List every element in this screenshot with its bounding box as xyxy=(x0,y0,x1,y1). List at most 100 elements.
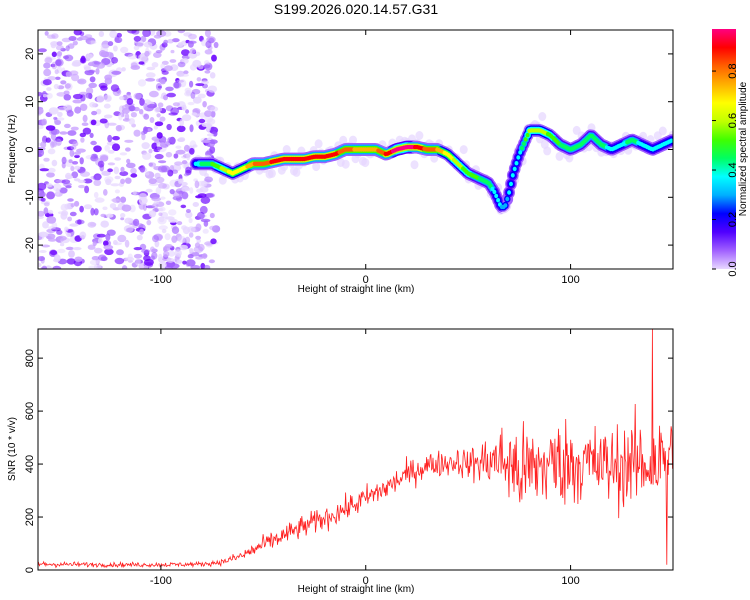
noise-speckle xyxy=(80,137,85,143)
noise-speckle xyxy=(161,70,169,75)
ridge-halo xyxy=(415,131,424,140)
noise-speckle xyxy=(111,57,119,64)
noise-speckle xyxy=(204,176,214,183)
noise-speckle xyxy=(74,200,80,207)
noise-speckle xyxy=(68,36,77,41)
noise-speckle xyxy=(139,228,145,235)
snr-y-tick-label: 200 xyxy=(24,508,36,526)
noise-speckle xyxy=(181,186,191,192)
noise-speckle xyxy=(148,210,157,218)
noise-speckle xyxy=(159,142,166,148)
noise-speckle xyxy=(103,94,112,103)
noise-speckle xyxy=(200,196,211,204)
noise-speckle xyxy=(171,226,180,234)
snr-panel: -100 0 100 0 200 400 600 800 Height of straight… xyxy=(7,328,674,595)
noise-speckle xyxy=(204,49,213,55)
noise-speckle xyxy=(191,112,198,116)
noise-speckle xyxy=(42,79,52,86)
noise-speckle xyxy=(138,61,145,65)
ridge-halo xyxy=(658,126,667,136)
ridge-mark xyxy=(514,161,519,166)
noise-speckle xyxy=(209,225,217,231)
noise-speckle xyxy=(51,141,57,148)
noise-speckle xyxy=(43,157,50,162)
noise-speckle xyxy=(60,80,67,85)
noise-speckle xyxy=(114,175,121,180)
noise-speckle xyxy=(133,129,141,137)
noise-speckle xyxy=(202,101,207,108)
noise-speckle xyxy=(168,112,178,116)
noise-speckle xyxy=(68,250,75,258)
noise-speckle xyxy=(139,165,146,173)
noise-speckle xyxy=(152,235,159,243)
noise-speckle xyxy=(141,132,146,141)
noise-speckle xyxy=(63,104,73,110)
noise-speckle xyxy=(181,114,192,122)
noise-speckle xyxy=(103,189,108,196)
noise-speckle xyxy=(128,105,136,112)
noise-speckle xyxy=(52,183,62,192)
noise-speckle xyxy=(155,186,162,195)
noise-speckle xyxy=(104,248,114,256)
noise-speckle xyxy=(135,258,141,266)
noise-speckle xyxy=(100,85,108,91)
noise-speckle xyxy=(87,221,97,228)
noise-speckle xyxy=(172,169,178,174)
noise-speckle xyxy=(158,225,168,230)
noise-speckle xyxy=(107,168,113,173)
noise-speckle xyxy=(79,57,87,64)
noise-speckle xyxy=(98,254,107,261)
noise-speckle xyxy=(127,30,137,34)
noise-speckle xyxy=(188,248,194,253)
noise-speckle xyxy=(166,123,172,131)
noise-speckle xyxy=(184,236,191,244)
ridge-halo xyxy=(349,135,357,145)
noise-speckle xyxy=(185,209,191,213)
noise-speckle xyxy=(104,74,113,81)
noise-speckle xyxy=(56,51,63,57)
noise-speckle xyxy=(43,68,52,77)
noise-speckle xyxy=(209,212,215,219)
noise-speckle xyxy=(195,83,205,87)
noise-speckle xyxy=(151,62,159,68)
spectrogram-y-tick-label: -20 xyxy=(24,237,36,253)
noise-speckle xyxy=(177,42,184,47)
noise-speckle xyxy=(187,40,194,48)
noise-speckle xyxy=(171,235,178,243)
noise-speckle xyxy=(194,180,200,189)
colorbar: 0.0 0.2 0.4 0.6 0.8 Normalized spectral ampl… xyxy=(712,29,749,277)
noise-speckle xyxy=(38,107,44,115)
noise-speckle xyxy=(114,157,122,161)
noise-speckle xyxy=(189,147,195,155)
noise-speckle xyxy=(159,116,166,122)
colorbar-ticks: 0.0 0.2 0.4 0.6 0.8 xyxy=(712,63,739,277)
noise-speckle xyxy=(70,203,75,208)
noise-speckle xyxy=(167,137,173,144)
noise-speckle xyxy=(113,166,120,175)
spectrogram-y-tick-label: -10 xyxy=(24,189,36,205)
noise-speckle xyxy=(99,118,108,124)
noise-speckle xyxy=(145,78,156,82)
noise-speckle xyxy=(213,41,219,49)
noise-speckle xyxy=(55,45,64,51)
noise-speckle xyxy=(89,40,97,45)
noise-speckle xyxy=(65,175,73,179)
noise-speckle xyxy=(104,176,114,183)
noise-speckle xyxy=(202,228,209,234)
noise-speckle xyxy=(124,217,133,224)
noise-speckle xyxy=(133,45,140,51)
noise-speckle xyxy=(187,254,194,259)
noise-speckle xyxy=(160,196,166,200)
noise-speckle xyxy=(68,159,73,164)
noise-speckle xyxy=(89,132,94,138)
noise-speckle xyxy=(176,221,183,226)
noise-speckle xyxy=(149,117,155,123)
snr-y-tick-label: 0 xyxy=(24,567,36,573)
ridge-halo xyxy=(543,146,552,156)
noise-speckle xyxy=(46,236,52,240)
colorbar-tick-label: 0.2 xyxy=(727,212,739,227)
noise-speckle xyxy=(103,114,113,119)
noise-speckle xyxy=(208,37,215,44)
spectrogram-y-tick-label: 20 xyxy=(24,48,36,60)
